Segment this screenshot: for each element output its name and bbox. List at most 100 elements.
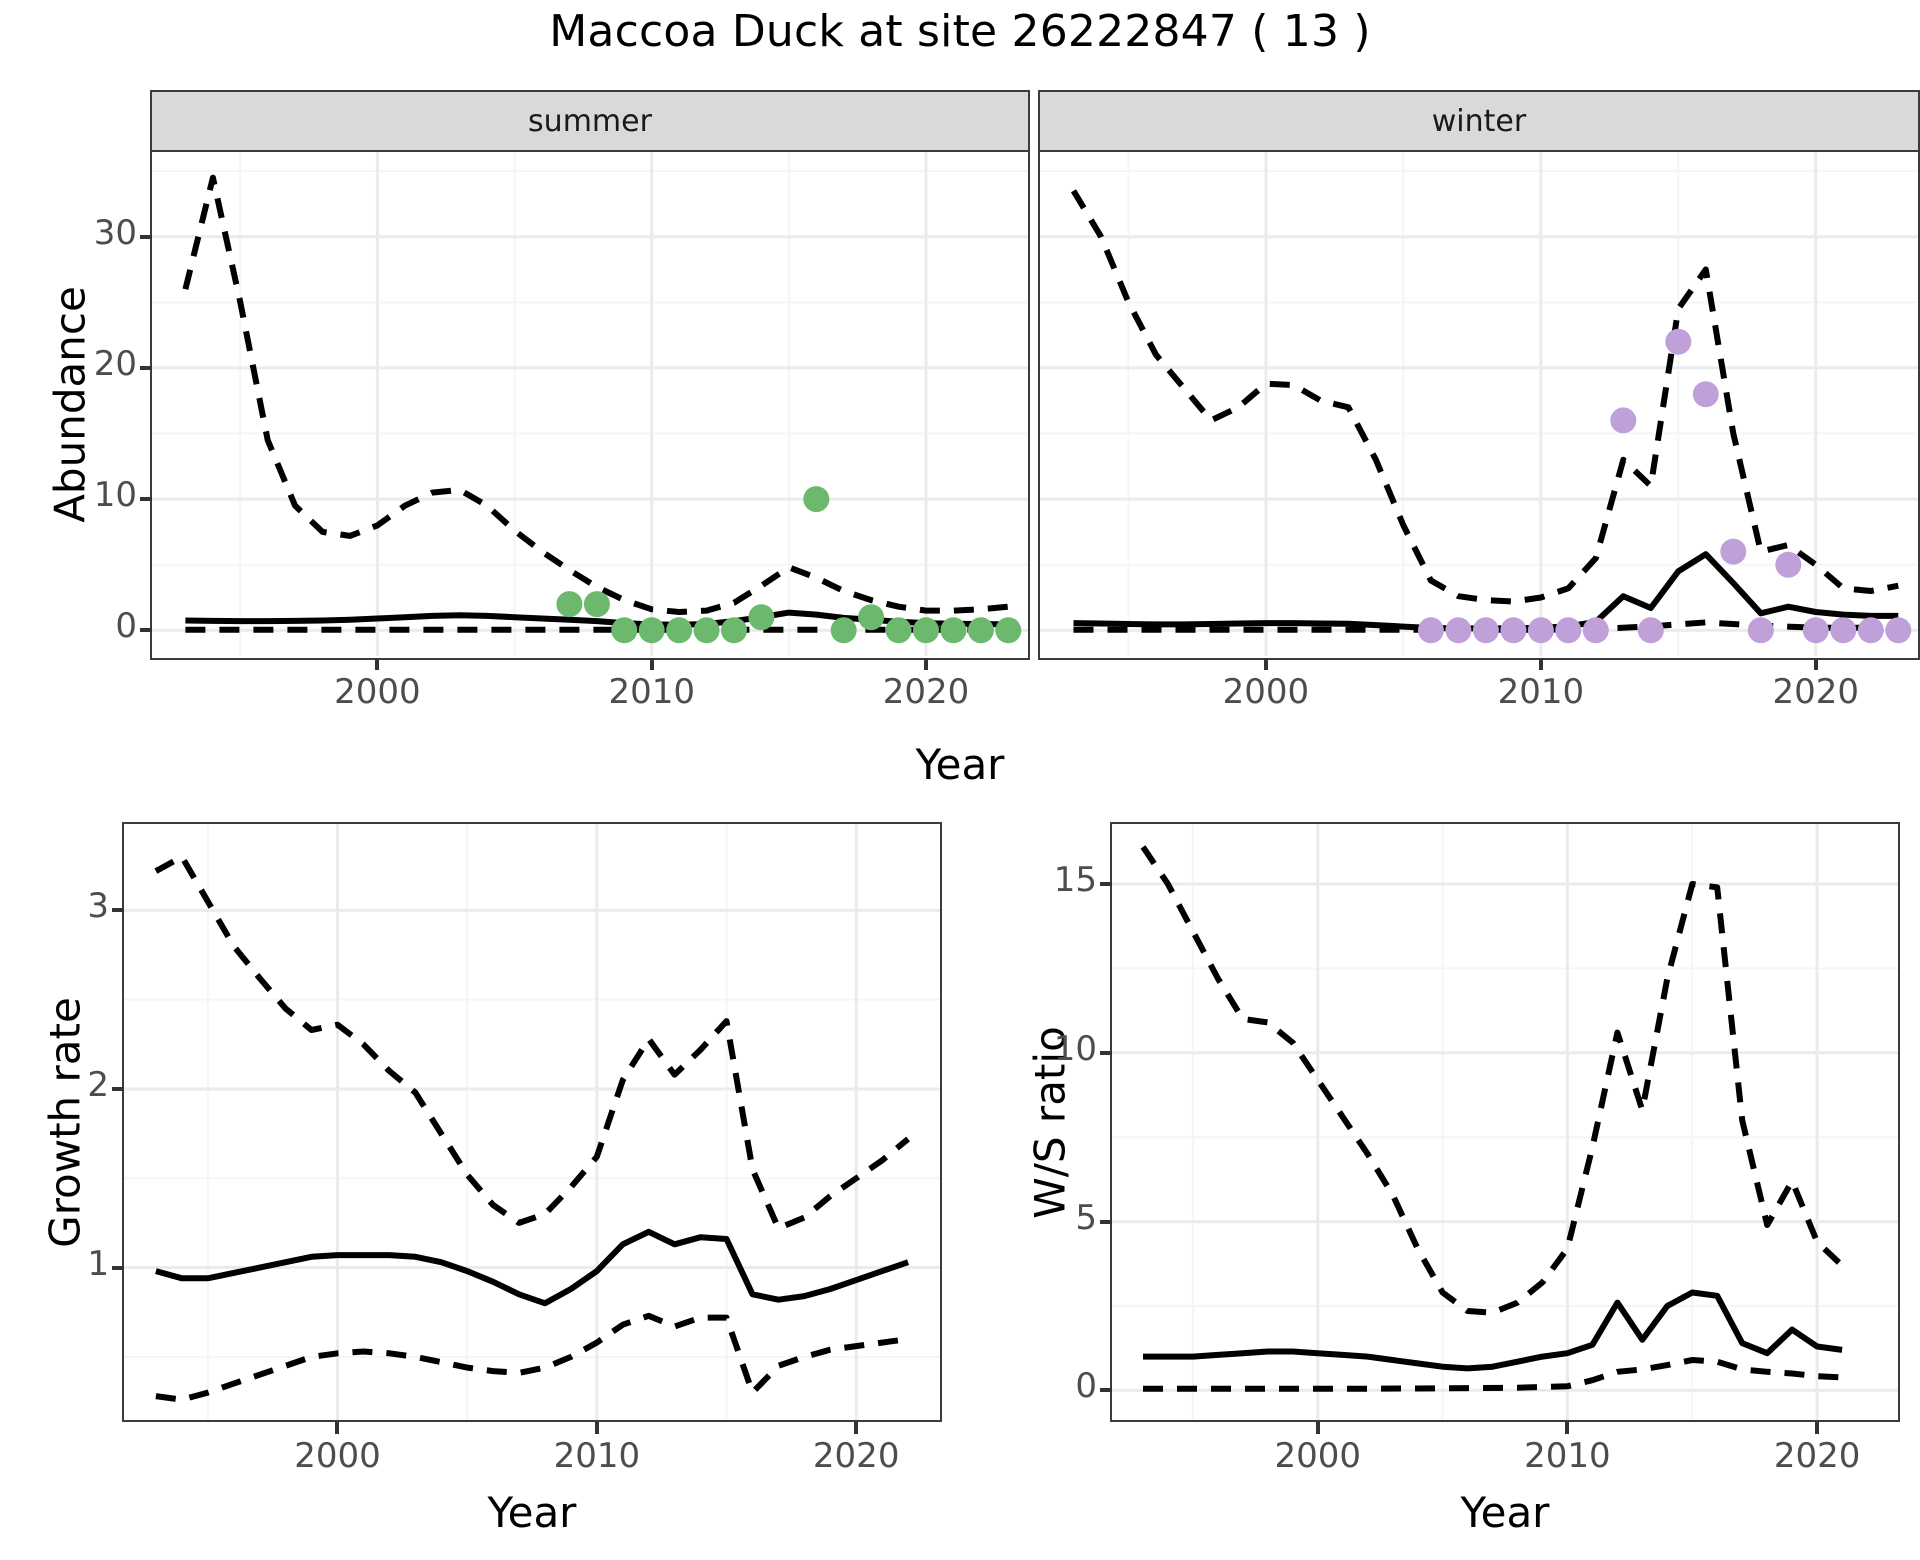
y-tick-mark — [140, 365, 152, 370]
y-tick-mark — [112, 1265, 124, 1270]
y-tick-mark — [140, 628, 152, 633]
data-point — [1665, 328, 1692, 355]
y-tick-label: 15 — [1053, 860, 1097, 900]
series-upper-ci — [154, 853, 911, 1232]
x-tick-label: 2000 — [1274, 1436, 1361, 1476]
data-point — [1500, 617, 1527, 644]
facet-strip-summer: summer — [150, 90, 1030, 152]
y-tick-label: 0 — [115, 606, 137, 647]
series-upper-ci — [1070, 189, 1899, 605]
x-tick-mark — [375, 658, 380, 670]
x-tick-mark — [1565, 1422, 1570, 1434]
plot-growth-rate — [124, 824, 940, 1420]
x-tick-mark — [1315, 1422, 1320, 1434]
y-tick-mark — [140, 497, 152, 502]
facet-strip-summer-label: summer — [528, 103, 652, 139]
y-tick-mark — [112, 908, 124, 913]
x-tick-label: 2000 — [334, 672, 421, 712]
data-point — [611, 617, 638, 644]
data-point — [1692, 381, 1719, 408]
y-tick-label: 1 — [87, 1243, 109, 1284]
x-tick-mark — [1263, 658, 1268, 670]
y-tick-mark — [112, 1086, 124, 1091]
data-point — [830, 617, 857, 644]
data-point — [721, 617, 747, 644]
series-upper-ci — [1140, 845, 1845, 1316]
y-tick-label: 5 — [1075, 1197, 1097, 1238]
x-tick-label: 2010 — [608, 672, 695, 712]
data-point — [940, 617, 967, 644]
y-tick-mark — [1100, 1050, 1112, 1055]
data-point — [1527, 617, 1554, 644]
data-point — [995, 617, 1022, 644]
y-tick-label: 20 — [93, 343, 137, 384]
data-point — [693, 617, 720, 644]
data-point — [967, 617, 994, 644]
data-point — [913, 617, 939, 644]
x-tick-label: 2020 — [1773, 1436, 1861, 1476]
series-lower-ci — [1143, 1357, 1843, 1392]
y-tick-label: 10 — [1053, 1028, 1097, 1069]
x-tick-mark — [854, 1422, 859, 1434]
y-tick-label: 2 — [87, 1064, 109, 1105]
x-tick-mark — [1813, 658, 1818, 670]
data-point — [1747, 617, 1774, 644]
x-tick-mark — [924, 658, 928, 670]
data-point — [803, 486, 830, 513]
y-tick-label: 30 — [93, 212, 137, 253]
data-point — [1472, 617, 1499, 644]
y-tick-label: 0 — [1075, 1366, 1097, 1407]
data-point — [1637, 617, 1664, 644]
data-point — [666, 617, 693, 644]
plot-abundance-winter — [1040, 152, 1918, 656]
plot-abundance-summer — [152, 152, 1028, 656]
data-point — [1775, 551, 1802, 578]
panel-growth-rate — [122, 822, 942, 1422]
series-mean — [155, 1228, 910, 1307]
x-tick-label: 2010 — [1497, 672, 1585, 712]
data-point — [1582, 617, 1609, 644]
data-point — [583, 591, 610, 618]
y-tick-mark — [1100, 1388, 1112, 1393]
data-point — [748, 604, 775, 631]
x-tick-label: 2000 — [294, 1436, 381, 1476]
data-point — [1802, 617, 1829, 644]
data-point — [1830, 617, 1857, 644]
data-point — [1445, 617, 1472, 644]
panel-ws-ratio — [1110, 822, 1900, 1422]
y-tick-mark — [140, 234, 152, 239]
plot-ws-ratio — [1112, 824, 1898, 1420]
data-point — [858, 604, 885, 631]
x-tick-label: 2020 — [1772, 672, 1860, 712]
facet-strip-winter: winter — [1038, 90, 1920, 152]
x-tick-label: 2010 — [1524, 1436, 1611, 1476]
x-tick-mark — [1538, 658, 1543, 670]
data-point — [638, 617, 665, 644]
data-point — [1555, 617, 1582, 644]
y-axis-label-growth: Growth rate — [40, 997, 90, 1248]
data-point — [1417, 617, 1444, 644]
x-tick-mark — [594, 1422, 599, 1434]
series-upper-ci — [182, 174, 1009, 615]
data-point — [1857, 617, 1884, 644]
x-tick-mark — [1815, 1422, 1820, 1434]
x-axis-label-top: Year — [915, 740, 1005, 789]
series-mean — [1143, 1289, 1843, 1372]
x-axis-label-ws: Year — [1460, 1488, 1550, 1537]
figure-title: Maccoa Duck at site 26222847 ( 13 ) — [549, 6, 1371, 57]
y-axis-label-ws: W/S ratio — [1025, 1026, 1075, 1219]
panel-abundance-summer — [150, 152, 1030, 660]
x-tick-label: 2020 — [812, 1436, 900, 1476]
x-tick-label: 2010 — [553, 1436, 641, 1476]
y-tick-mark — [1100, 1219, 1112, 1224]
x-tick-mark — [335, 1422, 340, 1434]
series-lower-ci — [155, 1312, 909, 1403]
data-point — [1885, 617, 1912, 644]
y-tick-label: 3 — [87, 886, 109, 927]
x-tick-label: 2000 — [1222, 672, 1310, 712]
data-point — [1720, 538, 1747, 565]
x-tick-mark — [649, 658, 654, 670]
facet-strip-winter-label: winter — [1431, 103, 1527, 139]
data-point — [885, 617, 912, 644]
